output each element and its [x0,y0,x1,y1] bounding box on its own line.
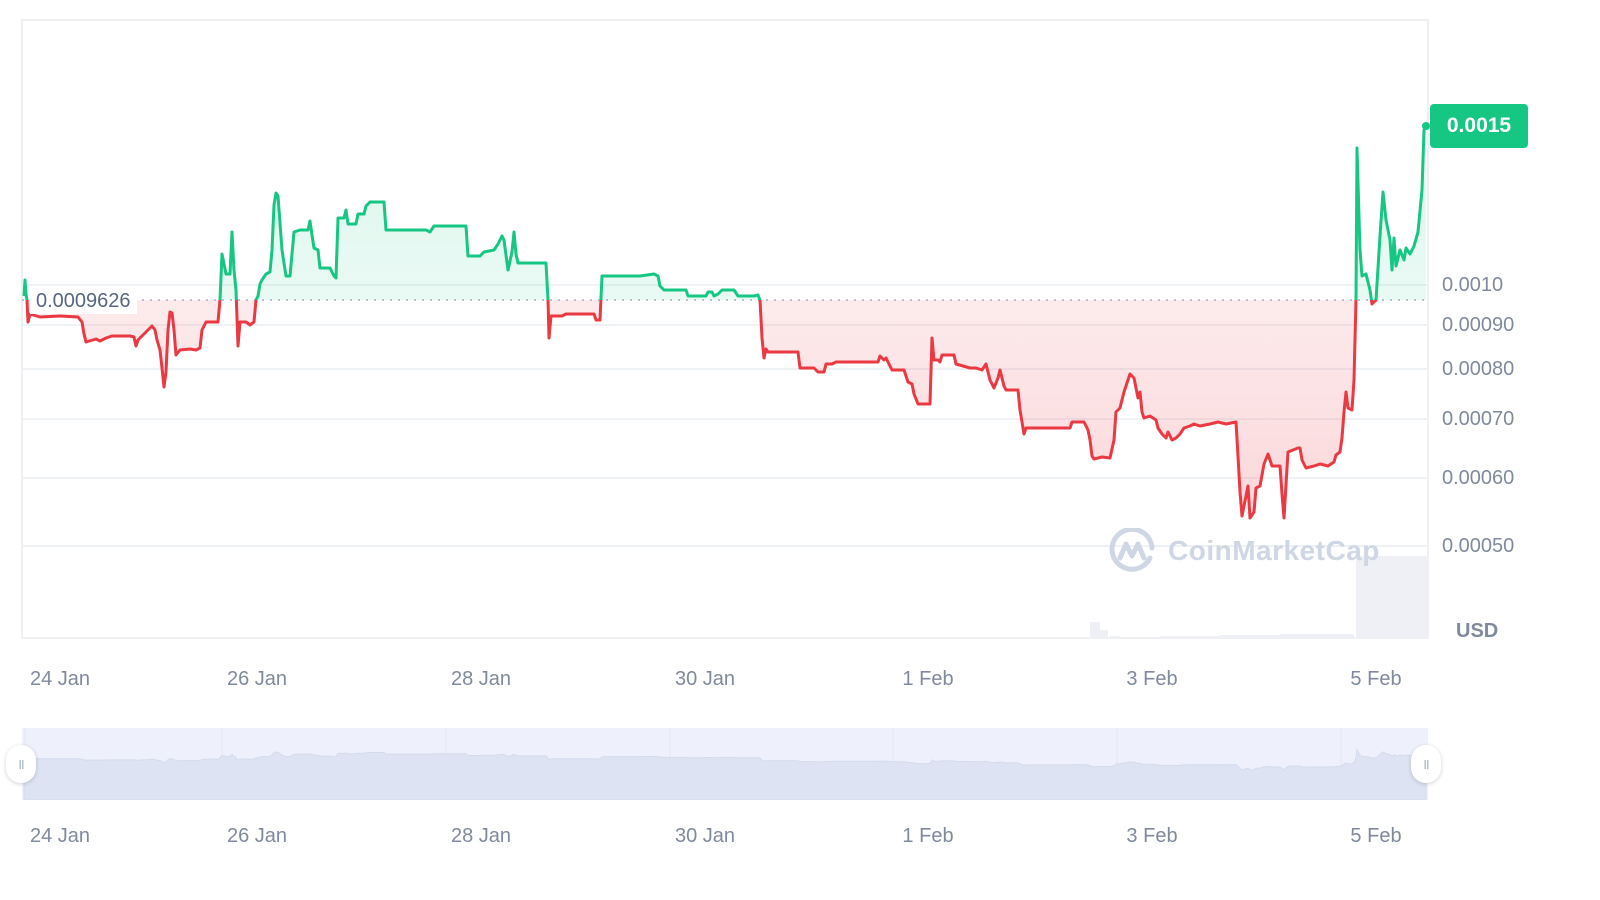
y-tick-label: 0.00050 [1442,535,1515,557]
navigator-right-handle[interactable]: II [1411,745,1441,783]
navigator-tick-label: 1 Feb [902,825,954,847]
x-tick-label: 30 Jan [674,668,736,690]
navigator-tick-label: 5 Feb [1350,825,1402,847]
navigator-tick-label: 26 Jan [226,825,288,847]
x-tick-label: 28 Jan [450,668,512,690]
current-price-tag: 0.0015 [1430,104,1528,148]
x-tick-label: 24 Jan [29,668,91,690]
range-navigator[interactable] [22,728,1428,800]
x-tick-label: 3 Feb [1126,668,1178,690]
navigator-left-handle[interactable]: II [6,745,36,783]
y-tick-label: 0.00060 [1442,467,1515,489]
y-tick-label: 0.0010 [1442,274,1504,296]
x-tick-label: 1 Feb [902,668,954,690]
y-tick-label: 0.00080 [1442,358,1515,380]
y-tick-label: 0.00070 [1442,408,1515,430]
baseline-price-label: 0.0009626 [30,288,137,314]
navigator-tick-label: 28 Jan [450,825,512,847]
navigator-tick-label: 30 Jan [674,825,736,847]
navigator-preview [23,728,1427,800]
y-tick-label: 0.00090 [1442,314,1515,336]
coinmarketcap-watermark: CoinMarketCap [1108,528,1380,574]
navigator-tick-label: 3 Feb [1126,825,1178,847]
x-tick-label: 26 Jan [226,668,288,690]
grip-icon: II [18,756,24,772]
x-tick-label: 5 Feb [1350,668,1402,690]
navigator-tick-label: 24 Jan [29,825,91,847]
coinmarketcap-logo-icon [1109,528,1155,572]
y-axis-unit: USD [1456,620,1499,642]
grip-icon: II [1423,756,1429,772]
watermark-text: CoinMarketCap [1168,535,1380,566]
